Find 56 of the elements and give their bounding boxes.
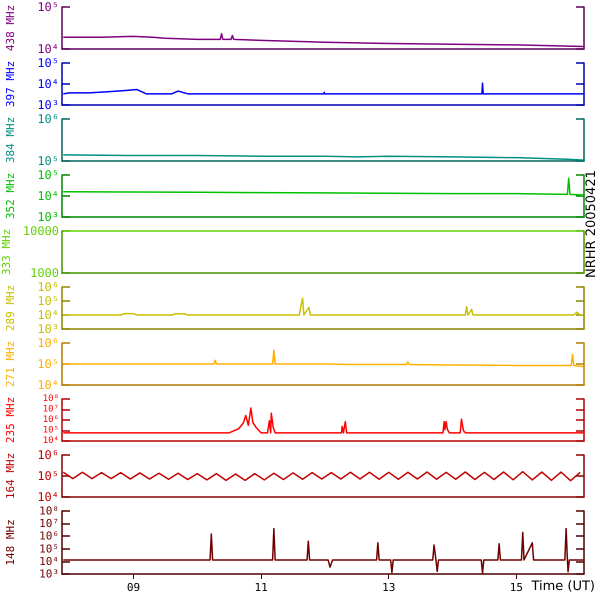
y-tick-label: 10³: [39, 568, 59, 580]
y-tick-label: 10⁴: [37, 308, 59, 322]
y-tick-label: 10⁸: [39, 504, 59, 518]
y-tick-label: 10⁶: [37, 112, 59, 126]
y-tick-label: 10³: [37, 322, 59, 336]
y-tick-label: 10⁴: [39, 554, 59, 568]
y-axis-title: 271 MHz: [4, 340, 17, 388]
y-tick-label: 10⁵: [37, 0, 59, 14]
y-axis-title: 289 MHz: [4, 284, 17, 332]
y-tick-label: 1000: [30, 266, 59, 280]
y-axis-title: 397 MHz: [4, 60, 17, 108]
x-tick-label: 15: [510, 581, 523, 594]
y-tick-label: 10⁵: [37, 357, 59, 371]
y-tick-label: 10⁸: [42, 394, 59, 404]
x-tick-label: 13: [382, 581, 396, 594]
x-tick-label: 11: [254, 581, 268, 594]
y-tick-label: 10⁵: [37, 294, 59, 308]
x-tick-label: 09: [126, 581, 140, 594]
y-tick-label: 10⁶: [37, 280, 59, 294]
y-axis-title: 352 MHz: [4, 172, 17, 220]
y-axis-title: 384 MHz: [4, 116, 17, 164]
y-tick-label: 10⁵: [39, 542, 59, 556]
line-series: [62, 350, 584, 368]
y-tick-label: 10⁷: [42, 404, 59, 414]
y-axis-title: 438 MHz: [4, 4, 17, 52]
y-tick-label: 10⁵: [37, 168, 59, 182]
y-tick-label: 10⁵: [42, 426, 59, 436]
y-tick-label: 10³: [37, 98, 59, 112]
y-tick-label: 10⁴: [37, 378, 59, 392]
y-tick-label: 10⁴: [37, 189, 59, 203]
y-tick-label: 10⁴: [37, 42, 59, 56]
y-axis-title: 333 MHz: [0, 228, 13, 276]
x-axis-title: Time (UT): [530, 579, 595, 594]
y-tick-label: 10000: [22, 224, 59, 238]
y-axis-title: 148 MHz: [4, 519, 17, 566]
y-tick-label: 10⁷: [39, 517, 59, 530]
y-tick-label: 10⁴: [37, 77, 59, 91]
y-tick-label: 10³: [37, 210, 59, 224]
y-tick-label: 10⁵: [37, 154, 59, 168]
line-series: [62, 82, 584, 95]
y-tick-label: 10⁶: [39, 530, 59, 543]
y-tick-label: 10⁴: [42, 436, 59, 446]
y-tick-label: 10⁵: [37, 56, 59, 70]
y-tick-label: 10⁶: [42, 415, 59, 425]
y-tick-label: 10⁴: [37, 490, 59, 504]
line-series: [62, 297, 584, 316]
line-series: [62, 407, 584, 434]
y-tick-label: 10⁶: [37, 448, 59, 462]
line-series: [62, 178, 584, 196]
line-series: [62, 33, 584, 48]
y-axis-title: 235 MHz: [4, 396, 17, 444]
annotation: NRHR 20050421: [583, 169, 600, 280]
y-axis-title: 164 MHz: [4, 452, 17, 500]
y-tick-label: 10⁵: [37, 469, 59, 483]
line-series: [62, 470, 581, 482]
y-tick-label: 10⁶: [37, 336, 59, 350]
